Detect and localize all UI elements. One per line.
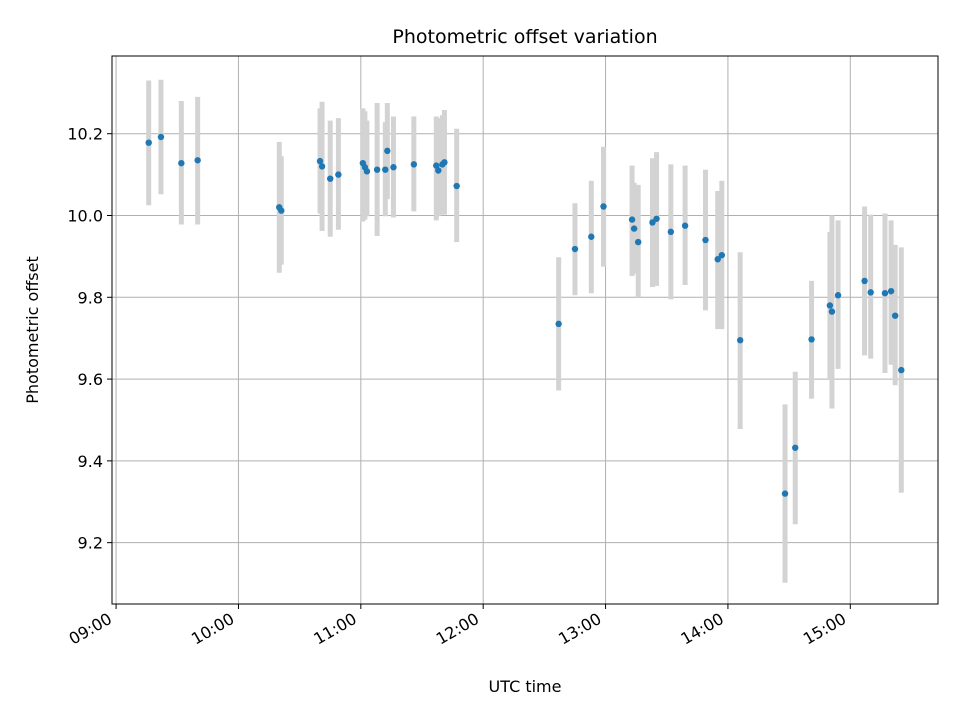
data-point <box>649 219 656 226</box>
data-point <box>373 166 381 173</box>
data-point <box>653 215 660 222</box>
data-point <box>441 159 448 166</box>
x-axis-label: UTC time <box>489 677 562 696</box>
data-point <box>316 157 324 165</box>
y-tick-label: 10.2 <box>67 125 103 144</box>
data-point <box>145 139 152 146</box>
y-tick-label: 9.4 <box>78 452 103 471</box>
chart-title: Photometric offset variation <box>392 26 657 48</box>
y-tick-label: 9.2 <box>78 534 103 553</box>
data-point <box>887 287 895 295</box>
data-point <box>718 251 726 259</box>
data-point <box>555 320 562 328</box>
data-point <box>390 164 397 171</box>
data-point <box>808 336 815 343</box>
y-tick-label: 9.8 <box>78 288 103 307</box>
data-point <box>781 490 789 497</box>
y-tick-label: 10.0 <box>67 206 103 225</box>
y-tick-label: 9.6 <box>78 370 103 389</box>
grid-lines <box>112 56 938 604</box>
data-point <box>571 245 579 253</box>
data-point <box>588 233 595 240</box>
data-point <box>898 366 905 374</box>
data-point <box>792 444 799 451</box>
data-point <box>714 256 721 263</box>
data-point <box>702 236 709 244</box>
data-point <box>278 207 285 214</box>
data-point <box>667 228 675 236</box>
y-axis-label: Photometric offset <box>23 256 42 404</box>
data-point <box>382 166 389 173</box>
data-point <box>433 162 440 169</box>
data-point <box>826 302 834 309</box>
data-point <box>410 161 418 168</box>
data-point <box>891 312 899 319</box>
data-point <box>736 337 744 344</box>
data-point <box>453 182 460 190</box>
data-point <box>828 308 836 315</box>
y-axis-ticks: 9.2 9.4 9.6 9.8 10.0 10.2 <box>67 125 112 553</box>
data-point <box>157 133 165 141</box>
plot-frame <box>111 55 939 605</box>
data-point <box>435 167 442 174</box>
data-point <box>628 216 636 223</box>
data-point <box>335 171 342 178</box>
data-point <box>327 175 334 182</box>
data-point <box>861 277 868 285</box>
data-point <box>600 203 607 210</box>
data-point <box>194 157 201 164</box>
data-point <box>834 292 842 299</box>
data-point <box>867 289 874 296</box>
data-point <box>681 222 689 229</box>
data-point <box>363 168 371 175</box>
data-markers <box>145 133 905 497</box>
data-point <box>318 163 326 170</box>
data-point <box>634 238 642 246</box>
data-point <box>178 159 185 167</box>
data-point <box>630 225 638 232</box>
data-point <box>881 289 889 297</box>
data-point <box>384 147 391 155</box>
